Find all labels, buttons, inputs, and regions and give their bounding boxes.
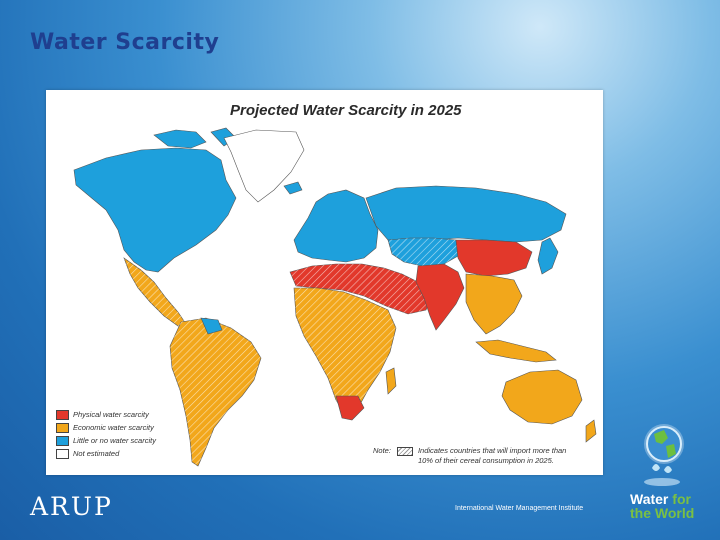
south-asia-region	[415, 263, 465, 331]
legend-swatch	[56, 422, 69, 433]
note-swatch	[396, 447, 413, 456]
wfw-words-the-world: the World	[630, 505, 695, 521]
southeast-asia-region	[465, 273, 523, 335]
map-legend: Physical water scarcity Economic water s…	[56, 408, 156, 460]
arup-logo: ARUP	[30, 492, 113, 521]
map-title: Projected Water Scarcity in 2025	[230, 102, 462, 119]
russia-region	[365, 185, 567, 243]
iceland-region	[283, 181, 303, 195]
china-region	[455, 239, 533, 277]
note-text: Indicates countries that will import mor…	[417, 446, 567, 465]
legend-label: Not estimated	[73, 449, 120, 458]
legend-item-not-estimated: Not estimated	[56, 447, 156, 460]
legend-swatch	[56, 409, 69, 420]
indonesia-region	[475, 339, 557, 363]
africa-hatch	[294, 288, 396, 416]
north-africa-hatch	[290, 264, 432, 314]
map-note: Note: Indicates countries that will impo…	[373, 446, 568, 466]
slide-title: Water Scarcity	[30, 30, 220, 55]
note-label: Note:	[373, 446, 391, 455]
wfw-word-for: for	[672, 491, 691, 507]
source-credit: International Water Management Institute	[455, 505, 584, 512]
legend-item-little: Little or no water scarcity	[56, 434, 156, 447]
south-america-hatch	[170, 318, 261, 466]
map-panel: Projected Water Scarcity in 2025 Physica…	[46, 90, 603, 475]
legend-label: Economic water scarcity	[73, 423, 154, 432]
japan-region	[537, 237, 559, 275]
south-africa-region	[335, 395, 365, 421]
north-america-region	[73, 147, 237, 273]
legend-item-physical: Physical water scarcity	[56, 408, 156, 421]
legend-label: Physical water scarcity	[73, 410, 149, 419]
central-asia-hatch	[388, 238, 458, 266]
guyana-region	[200, 317, 223, 335]
wfw-word-water: Water	[630, 491, 669, 507]
legend-swatch	[56, 435, 69, 446]
world-map	[73, 127, 597, 467]
legend-label: Little or no water scarcity	[73, 436, 156, 445]
australia-region	[501, 369, 583, 425]
madagascar-region	[385, 367, 397, 395]
new-zealand-region	[585, 419, 597, 443]
legend-item-economic: Economic water scarcity	[56, 421, 156, 434]
legend-swatch	[56, 448, 69, 459]
water-for-the-world-logo: Water for the World	[630, 492, 694, 520]
central-america-hatch	[124, 258, 186, 326]
water-for-the-world-globe-icon	[644, 424, 684, 486]
greenland-region	[223, 129, 305, 203]
europe-region	[293, 189, 379, 263]
